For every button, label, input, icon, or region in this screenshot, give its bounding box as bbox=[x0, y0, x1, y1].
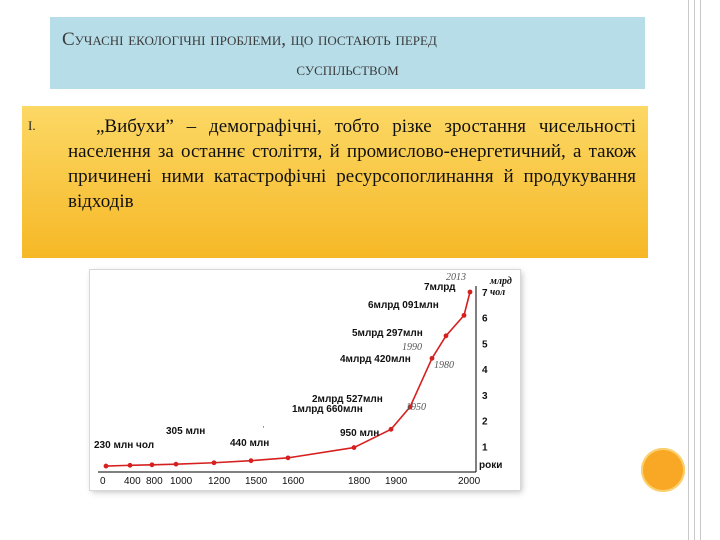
x-tick-label: 1500 bbox=[245, 476, 268, 487]
frame-rail-3 bbox=[700, 0, 701, 540]
x-tick-label: 1900 bbox=[385, 476, 408, 487]
y-tick-label: 4 bbox=[482, 365, 488, 376]
data-point bbox=[173, 461, 179, 467]
data-point bbox=[285, 455, 291, 461]
x-tick-label: 1600 bbox=[282, 476, 305, 487]
value-label: 230 млн чол bbox=[94, 440, 154, 451]
data-point bbox=[407, 404, 413, 410]
value-label: 950 млн bbox=[340, 428, 379, 439]
value-label: 2млрд 527млн bbox=[312, 394, 383, 405]
data-point bbox=[443, 333, 449, 339]
population-curve bbox=[105, 291, 471, 467]
y-tick-label: 6 bbox=[482, 314, 488, 325]
minor-mark: · bbox=[262, 422, 265, 432]
year-label: 1950 bbox=[406, 402, 426, 413]
value-label: 6млрд 091млн bbox=[368, 300, 439, 311]
x-tick-label: 1000 bbox=[170, 476, 193, 487]
x-tick-label: 0 bbox=[100, 476, 106, 487]
x-tick-label: 2000 bbox=[458, 476, 481, 487]
bullet-box: I. „Вибухи” – демографічні, тобто різке … bbox=[22, 106, 648, 258]
title-line-2: суспільством bbox=[296, 59, 399, 80]
y-axis-label-1: млрд bbox=[489, 276, 512, 287]
chart-svg: 0 400 800 1000 1200 1500 1600 1800 1900 2000 роки 1… bbox=[94, 272, 512, 487]
year-label: 2013 bbox=[446, 272, 466, 283]
data-point bbox=[248, 458, 254, 464]
year-label: 1990 bbox=[402, 342, 422, 353]
data-point bbox=[388, 426, 394, 432]
data-point bbox=[351, 445, 357, 450]
y-tick-label: 1 bbox=[482, 442, 488, 453]
data-point bbox=[461, 312, 467, 318]
frame-rail-1 bbox=[688, 0, 689, 540]
data-point bbox=[429, 355, 435, 361]
title-line-1: Сучасні екологічні проблеми, що постають… bbox=[62, 29, 437, 50]
value-label: 440 млн bbox=[230, 438, 269, 449]
data-point bbox=[467, 289, 473, 295]
population-chart: 0 400 800 1000 1200 1500 1600 1800 1900 2000 роки 1… bbox=[90, 270, 520, 490]
y-tick-label: 2 bbox=[482, 417, 488, 428]
x-tick-label: 800 bbox=[146, 476, 163, 487]
y-axis-label-2: чол bbox=[490, 287, 505, 298]
data-point bbox=[211, 460, 217, 466]
slide-title: Сучасні екологічні проблеми, що постають… bbox=[50, 17, 645, 89]
bullet-marker: I. bbox=[28, 118, 36, 133]
y-tick-label: 3 bbox=[482, 391, 488, 402]
x-axis-label: роки bbox=[479, 460, 502, 471]
value-label: 1млрд 660млн bbox=[292, 404, 363, 415]
data-point bbox=[149, 462, 155, 468]
frame-rail-2 bbox=[694, 0, 695, 540]
decorative-circle bbox=[641, 448, 685, 492]
value-label: 5млрд 297млн bbox=[352, 328, 423, 339]
value-label: 305 млн bbox=[166, 426, 205, 437]
x-tick-label: 1200 bbox=[208, 476, 231, 487]
bullet-text: „Вибухи” – демографічні, тобто різке зро… bbox=[68, 116, 636, 212]
y-tick-label: 5 bbox=[482, 339, 488, 350]
year-label: 1980 bbox=[434, 360, 454, 371]
x-tick-label: 1800 bbox=[348, 476, 371, 487]
y-tick-label: 7 bbox=[482, 288, 488, 299]
value-label: 7млрд bbox=[424, 282, 456, 293]
data-point bbox=[103, 463, 109, 469]
value-label: 4млрд 420млн bbox=[340, 354, 411, 365]
x-tick-label: 400 bbox=[124, 476, 141, 487]
data-point bbox=[127, 462, 133, 468]
